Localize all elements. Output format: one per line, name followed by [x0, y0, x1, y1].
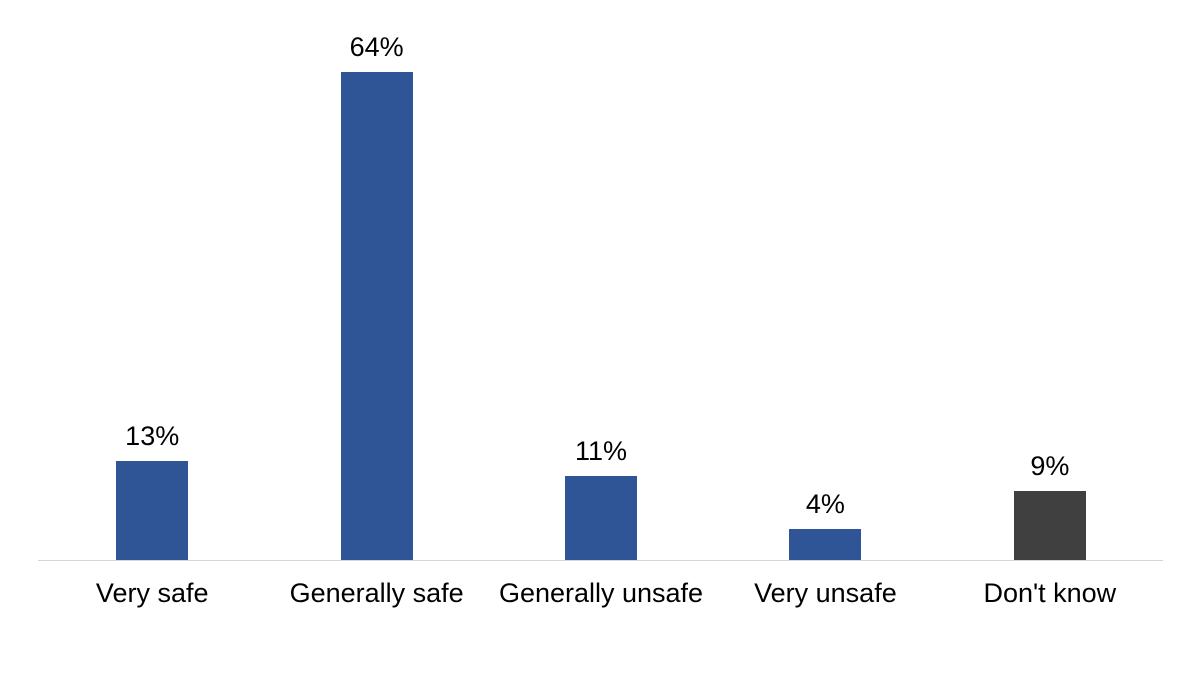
bar-value-label: 9% — [1030, 451, 1070, 481]
bar-value-label: 64% — [349, 32, 404, 62]
bar-value-label: 4% — [805, 489, 845, 519]
bar-value-label: 13% — [125, 421, 180, 451]
x-axis-line — [38, 560, 1163, 561]
bar-generally-safe — [340, 72, 413, 560]
bar-slot-generally-safe: 64% — [264, 0, 488, 560]
bar-very-unsafe — [789, 529, 862, 560]
category-label-generally-safe: Generally safe — [289, 578, 464, 608]
bar-value-label: 11% — [574, 436, 628, 466]
bar-don-t-know — [1013, 491, 1086, 560]
category-label-very-unsafe: Very unsafe — [754, 578, 897, 608]
bar-slot-generally-unsafe: 11% — [489, 0, 713, 560]
plot-area: 13% 64% 11% 4% 9% — [40, 0, 1162, 560]
bar-very-safe — [116, 461, 189, 560]
category-label-generally-unsafe: Generally unsafe — [498, 578, 704, 608]
category-label-very-safe: Very safe — [95, 578, 209, 608]
x-axis-labels: Very safe Generally safe Generally unsafe V… — [40, 577, 1162, 609]
bar-slot-very-safe: 13% — [40, 0, 264, 560]
bar-slot-don-t-know: 9% — [938, 0, 1162, 560]
bar-generally-unsafe — [565, 476, 638, 560]
category-label-don-t-know: Don't know — [983, 578, 1117, 608]
bar-slot-very-unsafe: 4% — [713, 0, 937, 560]
